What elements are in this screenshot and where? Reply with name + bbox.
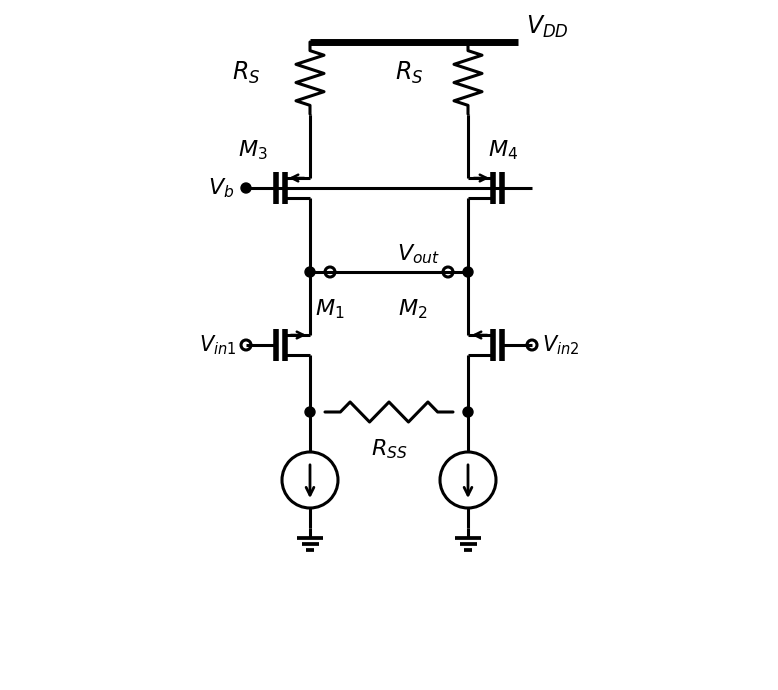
Text: $M_2$: $M_2$: [398, 297, 427, 321]
Text: $M_1$: $M_1$: [315, 297, 345, 321]
Text: $V_{in2}$: $V_{in2}$: [542, 333, 580, 357]
Text: $R_S$: $R_S$: [394, 60, 423, 86]
Circle shape: [463, 267, 473, 277]
Text: $M_4$: $M_4$: [488, 139, 518, 162]
Text: $V_{in1}$: $V_{in1}$: [198, 333, 236, 357]
Text: $V_{out}$: $V_{out}$: [397, 242, 440, 266]
Circle shape: [463, 407, 473, 417]
Circle shape: [305, 267, 315, 277]
Circle shape: [305, 407, 315, 417]
Text: $R_{SS}$: $R_{SS}$: [370, 437, 408, 461]
Text: $V_b$: $V_b$: [208, 176, 234, 200]
Circle shape: [241, 183, 251, 193]
Text: $R_S$: $R_S$: [232, 60, 260, 86]
Text: $V_{DD}$: $V_{DD}$: [526, 14, 569, 40]
Text: $M_3$: $M_3$: [238, 139, 268, 162]
